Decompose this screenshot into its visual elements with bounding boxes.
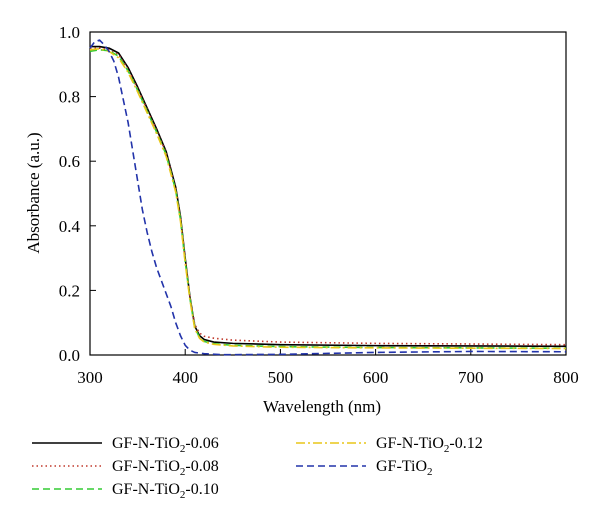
series-line: [90, 47, 567, 346]
series-line: [89, 39, 567, 356]
y-tick-label: 1.0: [59, 23, 80, 42]
legend: GF-N-TiO2-0.06 GF-N-TiO2-0.08 GF-N-TiO2-0.…: [32, 435, 483, 501]
x-tick-label: 600: [363, 368, 389, 387]
y-tick-label: 0.0: [59, 346, 80, 365]
legend-label: GF-N-TiO2-0.10: [112, 481, 219, 501]
x-tick-label: 500: [268, 368, 294, 387]
series-line: [89, 48, 567, 350]
legend-label: GF-N-TiO2-0.06: [112, 435, 219, 455]
axis-ticks: 300 400 500 600 700 800 0.0 0.2 0.4 0.6 0.8 1.0: [59, 23, 579, 387]
legend-label: GF-N-TiO2-0.08: [112, 458, 219, 478]
y-tick-label: 0.6: [59, 152, 80, 171]
series-layer: [89, 39, 567, 356]
legend-label: GF-N-TiO2-0.12: [376, 435, 483, 455]
y-axis-title: Absorbance (a.u.): [24, 132, 43, 253]
series-line: [89, 48, 567, 350]
series-line: [90, 45, 567, 348]
x-tick-label: 800: [553, 368, 579, 387]
plot-frame: [89, 31, 567, 356]
y-tick-label: 0.4: [59, 217, 81, 236]
x-axis-title: Wavelength (nm): [263, 397, 381, 416]
y-tick-label: 0.8: [59, 88, 80, 107]
x-tick-label: 400: [172, 368, 198, 387]
x-tick-label: 300: [77, 368, 103, 387]
y-tick-label: 0.2: [59, 281, 80, 300]
plot-border: [89, 31, 567, 356]
x-tick-label: 700: [458, 368, 484, 387]
legend-label: GF-TiO2: [376, 458, 433, 478]
